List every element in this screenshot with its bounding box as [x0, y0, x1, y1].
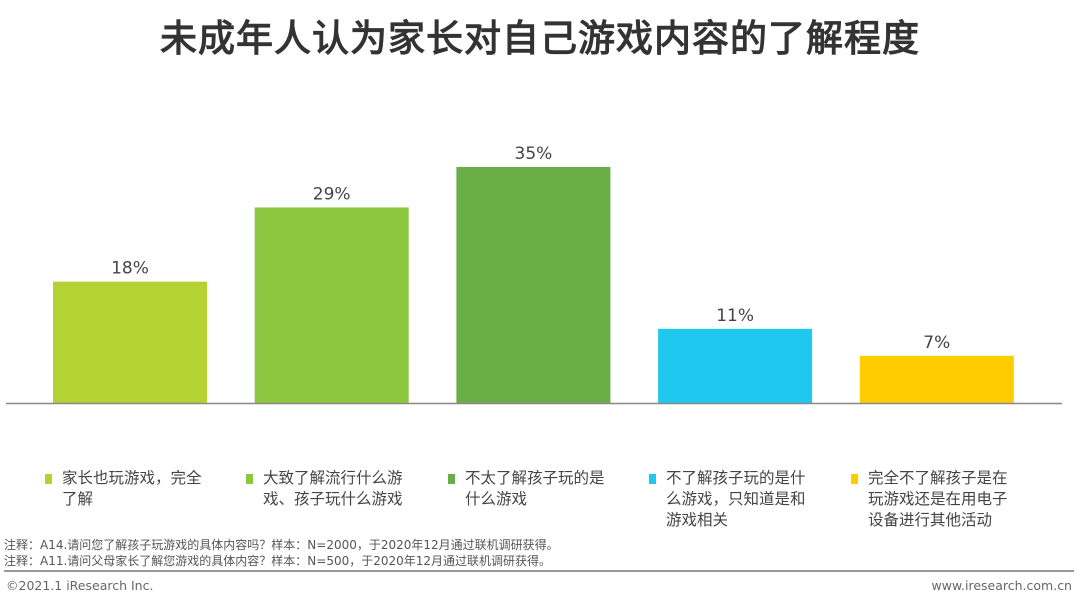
data-label: 7%	[923, 333, 950, 353]
copyright: ©2021.1 iResearch Inc.	[6, 578, 154, 593]
bar-5	[859, 355, 1014, 403]
note-1: 注释：A14.请问您了解孩子玩游戏的具体内容吗？样本：N=2000，于2020年…	[4, 538, 559, 552]
legend-label: 大致了解流行什么游戏、孩子玩什么游戏	[263, 469, 403, 508]
legend-label: 不了解孩子玩的是什么游戏，只知道是和游戏相关	[666, 469, 806, 529]
legend-item: 大致了解流行什么游戏、孩子玩什么游戏	[246, 468, 416, 510]
legend-swatch	[649, 474, 656, 484]
legend-swatch	[851, 474, 858, 484]
bar-1	[53, 281, 207, 403]
legend-label: 不太了解孩子玩的是什么游戏	[465, 469, 605, 508]
legend-swatch	[246, 474, 253, 484]
bar-chart: 18% 29% 35% 11% 7%	[6, 144, 1062, 405]
chart-title: 未成年人认为家长对自己游戏内容的了解程度	[160, 17, 920, 60]
legend-label: 完全不了解孩子是在玩游戏还是在用电子设备进行其他活动	[868, 469, 1008, 529]
legend-swatch	[45, 474, 52, 484]
legend-item: 不了解孩子玩的是什么游戏，只知道是和游戏相关	[649, 468, 819, 531]
legend-label: 家长也玩游戏，完全了解	[62, 469, 202, 508]
data-label: 11%	[716, 306, 754, 326]
footer-divider	[4, 570, 1074, 572]
bar-4	[658, 328, 813, 403]
bar-3	[456, 167, 611, 403]
bar-2	[254, 207, 409, 403]
legend-item: 家长也玩游戏，完全了解	[45, 468, 215, 510]
legend-item: 完全不了解孩子是在玩游戏还是在用电子设备进行其他活动	[851, 468, 1021, 531]
data-label: 35%	[515, 144, 553, 164]
legend-item: 不太了解孩子玩的是什么游戏	[448, 468, 618, 510]
note-2: 注释：A11.请问父母家长了解您游戏的具体内容？样本：N=500，于2020年1…	[4, 554, 552, 568]
data-label: 18%	[111, 259, 149, 279]
data-label: 29%	[313, 184, 351, 204]
website-url: www.iresearch.com.cn	[931, 578, 1073, 593]
legend-swatch	[448, 474, 455, 484]
